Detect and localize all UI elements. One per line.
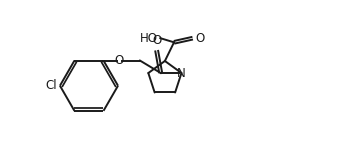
Text: O: O [152, 34, 161, 47]
Text: O: O [114, 54, 124, 67]
Text: O: O [196, 32, 205, 45]
Text: HO: HO [140, 32, 157, 45]
Text: N: N [177, 66, 186, 80]
Text: Cl: Cl [45, 79, 57, 92]
